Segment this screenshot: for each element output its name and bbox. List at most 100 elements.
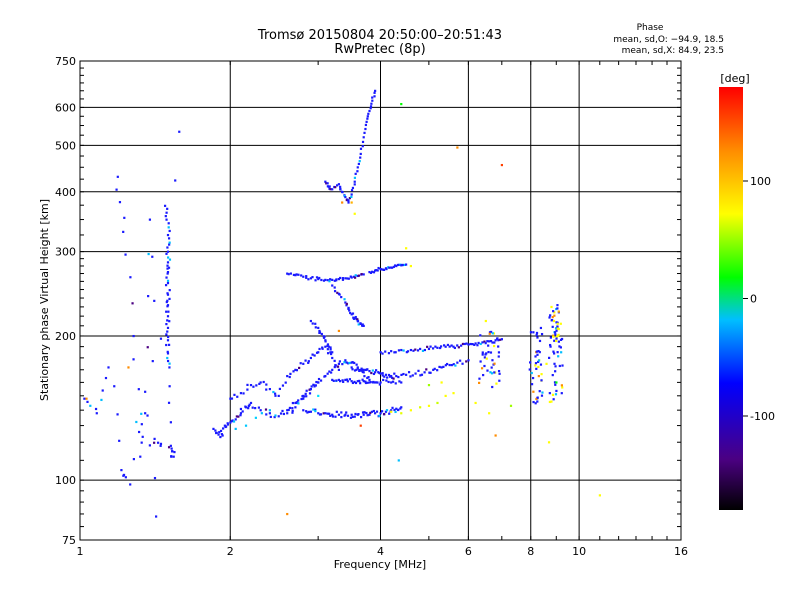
data-point: [309, 410, 312, 413]
data-point: [551, 373, 554, 377]
data-point: [375, 369, 378, 372]
data-point: [329, 346, 332, 349]
data-point: [354, 172, 357, 175]
data-point: [323, 335, 326, 338]
data-point: [379, 381, 382, 384]
data-point: [300, 397, 303, 401]
x-tick-label: 2: [227, 545, 234, 558]
data-point: [363, 131, 366, 134]
data-point: [343, 194, 346, 198]
data-point: [322, 336, 326, 339]
data-point: [371, 270, 374, 273]
data-point: [399, 407, 402, 410]
data-point: [474, 401, 477, 405]
data-point: [368, 369, 371, 373]
data-point: [598, 494, 601, 497]
data-point: [147, 252, 150, 256]
data-point: [338, 293, 341, 296]
data-point: [319, 379, 323, 382]
data-point: [369, 107, 372, 110]
data-point: [351, 415, 354, 419]
data-point: [560, 337, 564, 341]
data-point: [317, 377, 321, 381]
data-point: [305, 389, 308, 392]
data-point: [540, 332, 544, 336]
data-point: [491, 385, 494, 389]
data-point: [359, 322, 362, 326]
data-point: [168, 243, 171, 246]
data-point: [165, 211, 168, 214]
data-point: [329, 352, 333, 356]
data-point: [391, 376, 394, 379]
data-point: [337, 413, 341, 416]
data-point: [269, 415, 272, 419]
data-point: [481, 351, 484, 354]
data-point: [339, 276, 342, 280]
data-point: [383, 413, 386, 416]
data-point: [540, 373, 543, 376]
data-point: [239, 412, 243, 415]
data-point: [393, 408, 396, 412]
data-point: [326, 352, 330, 355]
data-point: [456, 361, 459, 364]
data-point: [287, 408, 290, 412]
data-point: [309, 277, 312, 280]
data-point: [460, 344, 463, 347]
data-point: [288, 375, 291, 379]
data-point: [492, 344, 496, 348]
data-point: [347, 307, 350, 310]
data-point: [356, 170, 359, 173]
data-point: [556, 307, 559, 310]
data-point: [257, 406, 261, 409]
data-point: [537, 350, 540, 353]
data-point: [488, 340, 491, 343]
data-point: [249, 401, 253, 405]
data-point: [374, 371, 377, 374]
data-point: [553, 352, 556, 355]
data-point: [487, 344, 490, 347]
x-tick-label: 6: [465, 545, 472, 558]
data-point: [534, 402, 537, 405]
data-point: [365, 411, 368, 415]
data-point: [489, 371, 492, 374]
data-point: [299, 362, 302, 365]
data-point: [345, 198, 348, 202]
data-point: [302, 275, 305, 278]
data-point: [339, 188, 342, 191]
data-point: [427, 383, 431, 387]
data-point: [167, 226, 170, 229]
data-point: [452, 345, 455, 348]
data-point: [352, 316, 355, 319]
data-point: [388, 266, 391, 269]
data-point: [465, 360, 468, 363]
data-point: [442, 344, 446, 347]
data-point: [366, 414, 369, 417]
data-point: [361, 378, 364, 381]
data-point: [353, 369, 357, 372]
data-point: [350, 189, 354, 192]
data-point: [239, 392, 243, 395]
data-point: [166, 356, 169, 360]
data-point: [416, 349, 420, 352]
data-point: [538, 339, 542, 343]
data-point: [488, 332, 491, 335]
data-point: [314, 322, 317, 325]
data-point: [536, 400, 539, 403]
data-point: [539, 363, 543, 366]
colorbar-tick-label: 100: [750, 175, 771, 188]
data-point: [419, 347, 422, 351]
data-point: [347, 201, 350, 204]
data-point: [553, 331, 557, 334]
data-point: [348, 309, 351, 312]
data-point: [497, 339, 500, 342]
data-point: [402, 372, 405, 376]
data-point: [405, 247, 408, 250]
data-point: [336, 365, 340, 368]
data-point: [287, 273, 290, 276]
data-point: [372, 271, 376, 274]
data-point: [309, 319, 312, 323]
data-point: [385, 267, 388, 271]
data-point: [383, 375, 386, 378]
colorbar-tick-label: 0: [750, 293, 757, 306]
data-point: [346, 414, 350, 417]
